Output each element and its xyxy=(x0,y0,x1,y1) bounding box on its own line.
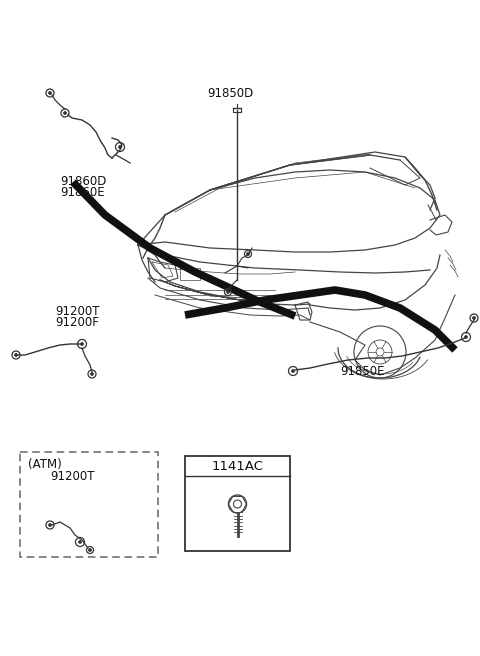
Circle shape xyxy=(227,291,229,293)
Circle shape xyxy=(88,548,92,552)
Circle shape xyxy=(14,354,17,356)
Text: 91200T: 91200T xyxy=(55,305,99,318)
Circle shape xyxy=(63,112,67,115)
Text: 91850D: 91850D xyxy=(207,87,253,100)
Circle shape xyxy=(79,541,82,544)
Text: 1141AC: 1141AC xyxy=(212,459,264,472)
Text: 91200F: 91200F xyxy=(55,316,99,329)
Text: 91860D: 91860D xyxy=(60,175,107,188)
Text: 91860E: 91860E xyxy=(60,186,105,199)
Circle shape xyxy=(291,369,295,373)
Circle shape xyxy=(119,146,121,148)
Circle shape xyxy=(91,373,94,375)
Bar xyxy=(185,456,290,551)
Bar xyxy=(20,452,158,557)
Text: (ATM): (ATM) xyxy=(28,458,62,471)
Circle shape xyxy=(472,316,476,319)
Circle shape xyxy=(376,348,384,356)
Circle shape xyxy=(81,342,84,346)
Circle shape xyxy=(48,523,51,527)
Circle shape xyxy=(247,253,250,255)
Circle shape xyxy=(48,91,51,94)
Text: 91200T: 91200T xyxy=(50,470,95,483)
Circle shape xyxy=(465,335,468,338)
Text: 91850E: 91850E xyxy=(340,365,384,378)
